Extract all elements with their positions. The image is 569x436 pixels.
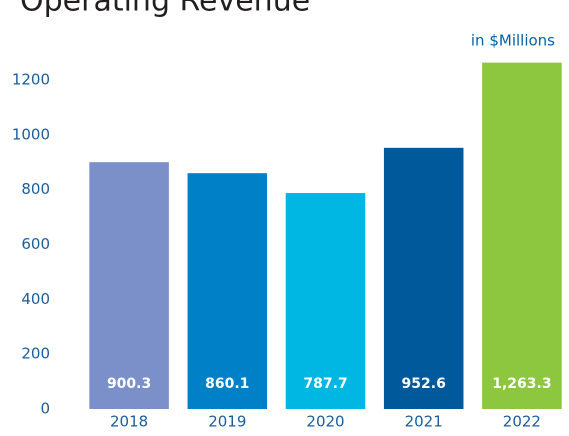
x-tick-label: 2021 <box>405 413 443 431</box>
y-tick-label: 200 <box>21 345 50 363</box>
chart-title: Operating Revenue <box>20 0 310 19</box>
value-label: 1,263.3 <box>492 376 551 392</box>
y-tick-label: 800 <box>21 180 50 198</box>
x-tick-label: 2022 <box>503 413 541 431</box>
bar <box>89 162 169 409</box>
bar <box>482 62 562 409</box>
x-tick-label: 2019 <box>208 413 246 431</box>
x-tick-label: 2020 <box>306 413 344 431</box>
bar <box>187 173 268 409</box>
bar <box>383 147 464 409</box>
chart-subtitle: in $Millions <box>471 32 555 50</box>
value-label: 900.3 <box>107 376 151 392</box>
x-tick-label: 2018 <box>110 413 148 431</box>
value-label: 787.7 <box>303 376 347 392</box>
y-tick-label: 1200 <box>12 71 50 89</box>
y-tick-label: 400 <box>21 290 50 308</box>
y-tick-label: 0 <box>40 400 50 418</box>
bar <box>285 193 366 409</box>
y-tick-label: 600 <box>21 235 50 253</box>
value-label: 860.1 <box>205 376 249 392</box>
value-label: 952.6 <box>402 376 446 392</box>
y-tick-label: 1000 <box>12 125 50 143</box>
